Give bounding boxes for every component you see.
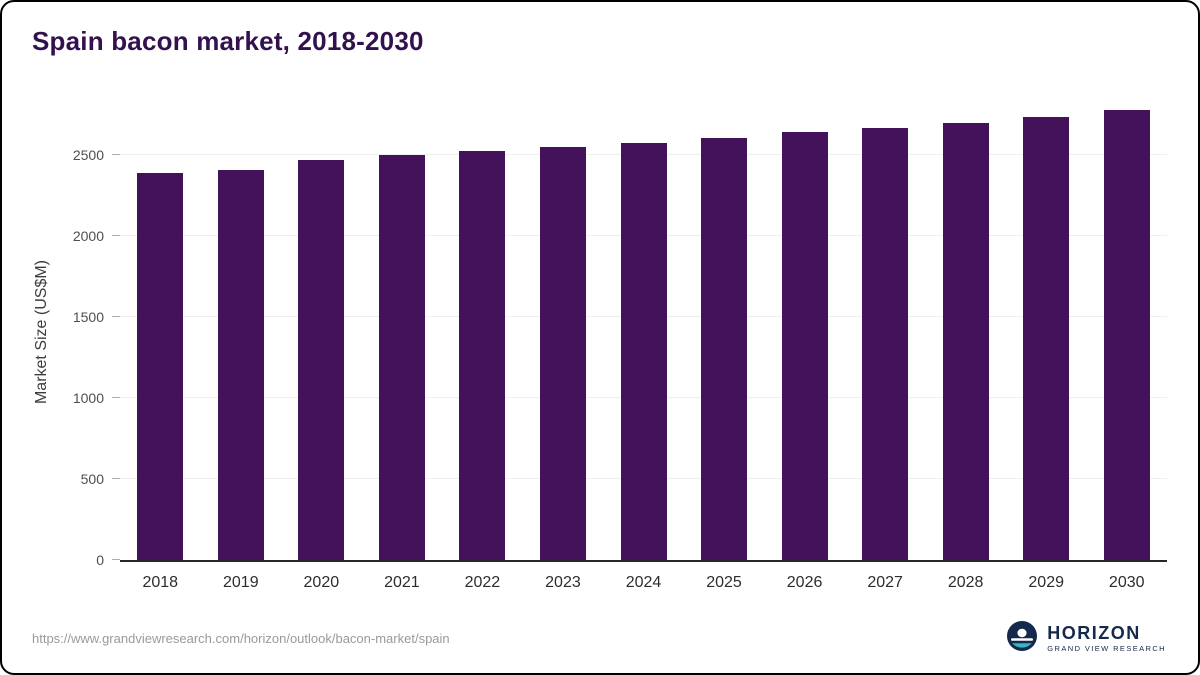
x-tick-label: 2024 [625,574,662,591]
bar [701,138,748,560]
x-tick-label: 2021 [384,574,420,591]
x-tick-label: 2030 [1108,574,1145,591]
x-tick-label: 2028 [947,574,984,591]
logo-name: HORIZON [1047,622,1141,643]
x-tick-label: 2022 [464,574,501,591]
y-tick-label: 2000 [72,228,104,244]
bar [459,150,506,560]
bar [217,169,264,560]
y-tick-mark [112,397,120,398]
y-axis-label: Market Size (US$M) [33,259,50,405]
bar [862,128,909,560]
bar [539,146,586,560]
x-tick-label: 2019 [223,574,259,591]
y-tick-mark [112,316,120,317]
bar [1023,116,1070,560]
y-tick-label: 1500 [72,309,104,325]
logo-tagline: GRAND VIEW RESEARCH [1047,644,1166,654]
horizon-logo-text: HORIZON GRAND VIEW RESEARCH [1047,622,1166,654]
bar [781,132,828,560]
y-tick-mark [112,478,120,479]
bar [1103,110,1150,560]
y-tick-label: 0 [96,552,104,568]
y-tick-mark [112,559,120,560]
y-tick-mark [112,154,120,155]
bar [298,159,345,560]
chart-title: Spain bacon market, 2018-2030 [32,26,424,56]
horizon-logo: HORIZON GRAND VIEW RESEARCH [1006,620,1166,657]
x-tick-label: 2027 [867,574,903,591]
source-url: https://www.grandviewresearch.com/horizo… [32,631,450,646]
x-tick-label: 2025 [706,574,742,591]
x-tick-label: 2018 [142,574,179,591]
y-tick-label: 2500 [72,147,104,163]
horizon-logo-icon [1006,620,1038,657]
plot-area: 0 500 1000 1500 2000 2500 2018 2019 2020 2021 2022… [73,102,1167,591]
x-tick-label: 2020 [303,574,340,591]
bar [620,142,667,560]
x-tick-label: 2026 [786,574,823,591]
y-tick-label: 1000 [72,390,104,406]
bar [942,122,989,560]
bar [137,172,184,560]
bar [378,155,425,560]
x-tick-label: 2029 [1028,574,1064,591]
y-tick-label: 500 [80,471,104,487]
y-tick-mark [112,235,120,236]
x-tick-label: 2023 [545,574,581,591]
